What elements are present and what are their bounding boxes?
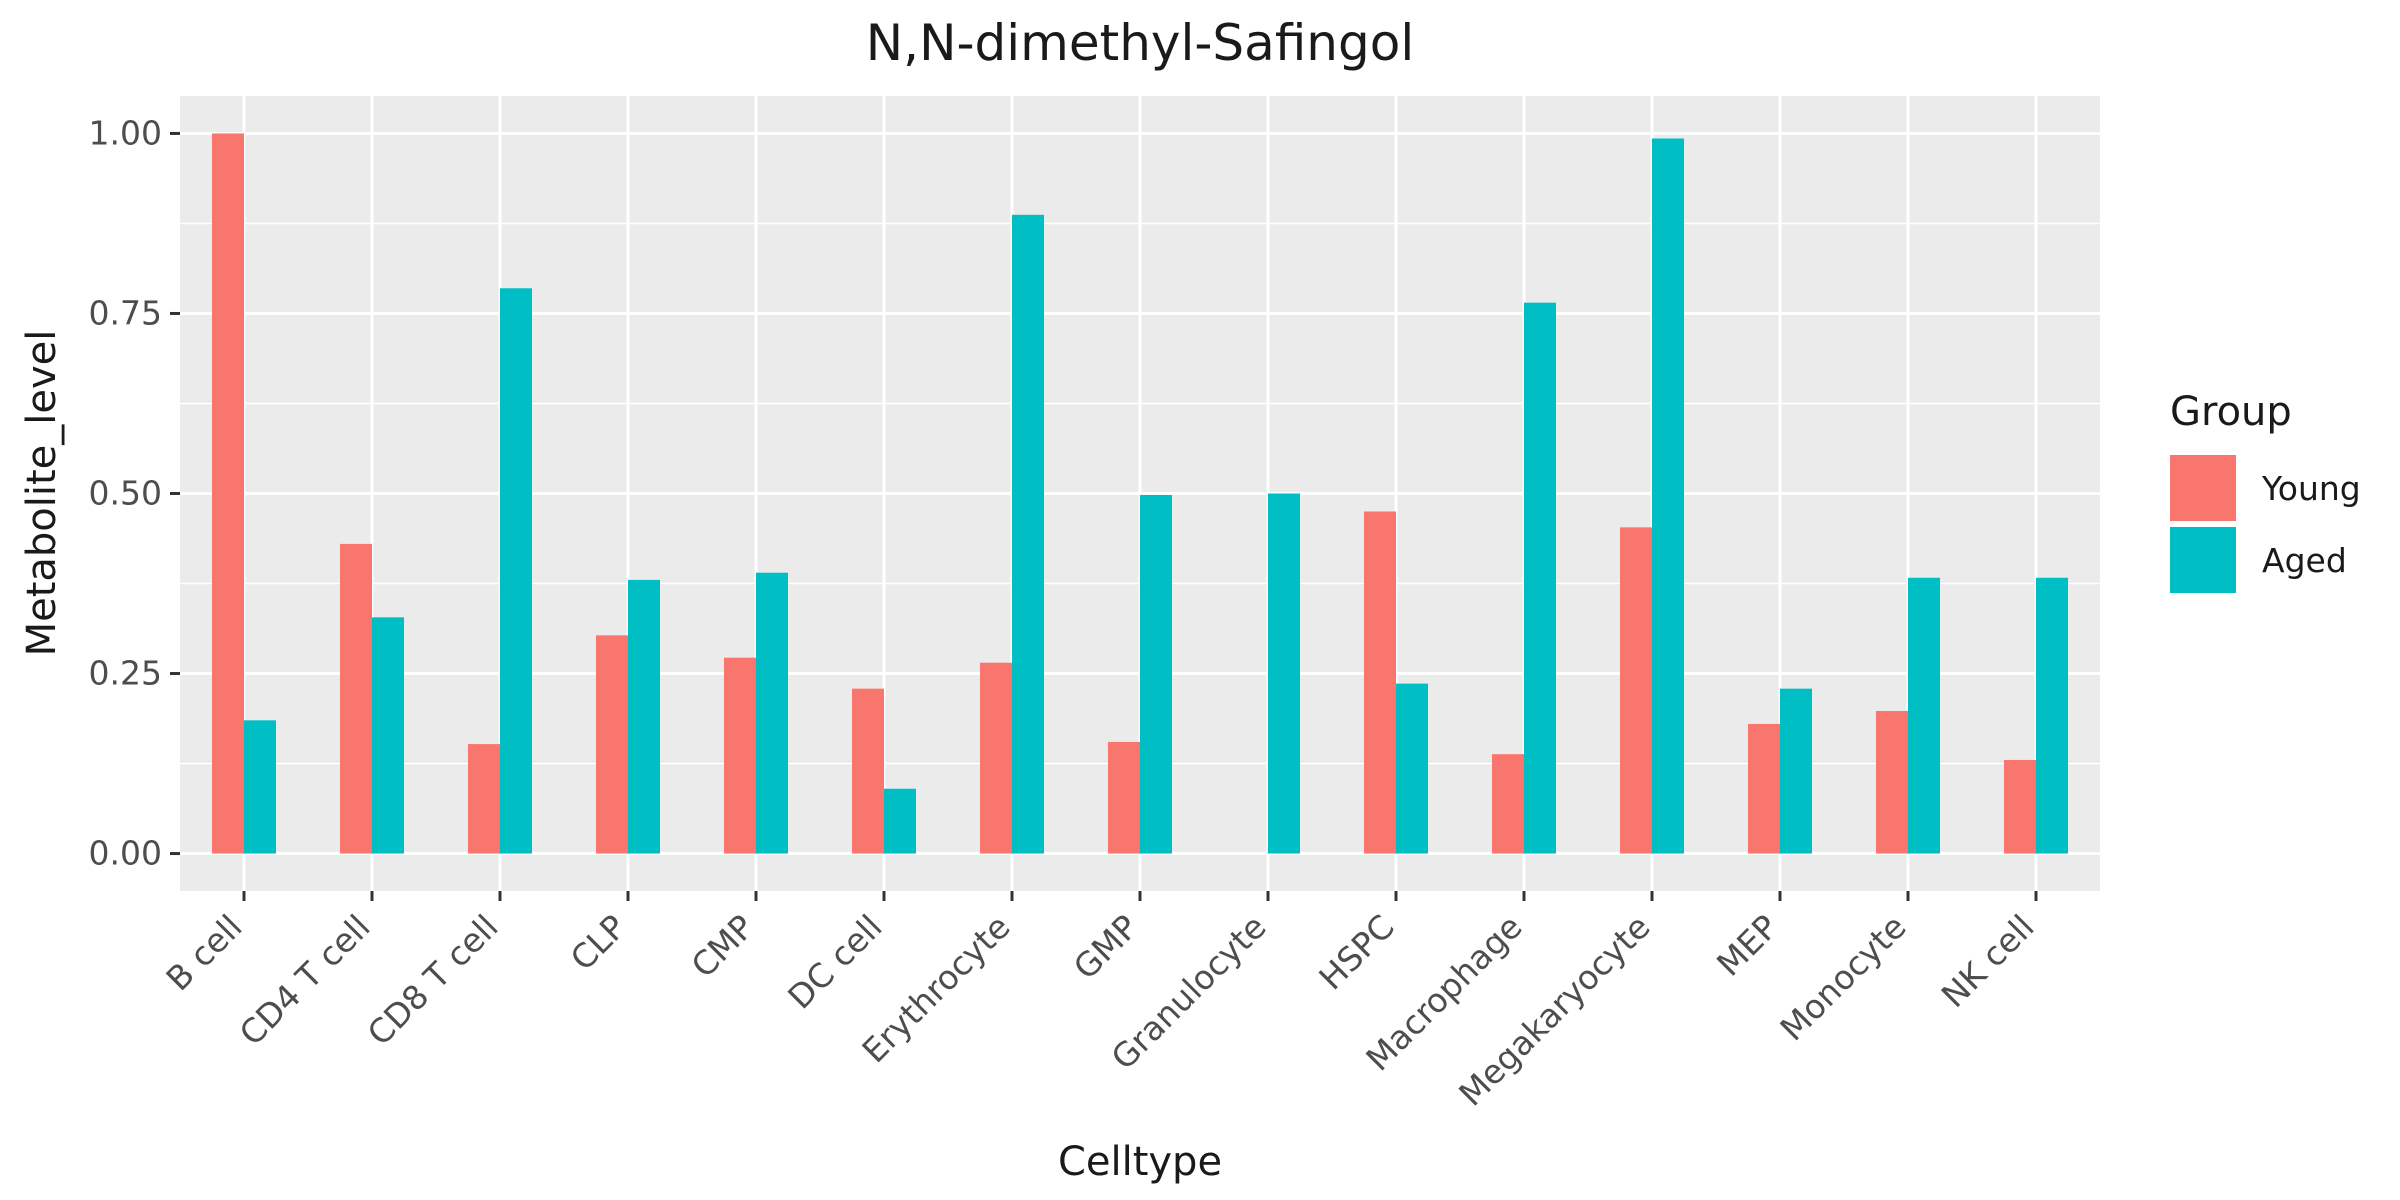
bar-young-monocyte bbox=[1876, 710, 1908, 854]
x-tick-label: CD8 T cell bbox=[360, 907, 506, 1053]
y-tick-label: 0.50 bbox=[89, 474, 162, 513]
bar-young-erythrocyte bbox=[980, 662, 1012, 854]
bar-young-cd4-t-cell bbox=[340, 543, 372, 854]
legend-title: Group bbox=[2170, 389, 2292, 435]
legend-label-young: Young bbox=[2261, 469, 2361, 508]
bars bbox=[212, 133, 2068, 854]
bar-young-megakaryocyte bbox=[1620, 527, 1652, 854]
bar-young-nk-cell bbox=[2004, 759, 2036, 854]
x-tick-label: MEP bbox=[1709, 907, 1786, 984]
bar-aged-megakaryocyte bbox=[1652, 138, 1684, 854]
bar-aged-granulocyte bbox=[1268, 493, 1300, 854]
x-tick-label: Monocyte bbox=[1772, 907, 1913, 1048]
legend-key-young bbox=[2170, 455, 2236, 521]
bar-young-mep bbox=[1748, 723, 1780, 854]
x-tick-label: DC cell bbox=[780, 907, 889, 1016]
bar-aged-dc-cell bbox=[884, 788, 916, 854]
y-tick-label: 1.00 bbox=[89, 113, 162, 152]
y-tick-label: 0.00 bbox=[89, 834, 162, 873]
bar-young-dc-cell bbox=[852, 688, 884, 854]
y-tick-label: 0.25 bbox=[89, 654, 162, 693]
x-axis-title: Celltype bbox=[1058, 1139, 1222, 1185]
x-tick-label: B cell bbox=[158, 907, 249, 998]
bar-aged-macrophage bbox=[1524, 302, 1556, 854]
y-axis: 0.00 0.25 0.50 0.75 1.00 bbox=[89, 113, 180, 873]
bar-aged-mep bbox=[1780, 688, 1812, 854]
bar-aged-cd8-t-cell bbox=[500, 288, 532, 854]
bar-aged-b-cell bbox=[244, 720, 276, 854]
bar-young-b-cell bbox=[212, 133, 244, 854]
bar-young-hspc bbox=[1364, 511, 1396, 854]
y-tick-label: 0.75 bbox=[89, 293, 162, 332]
legend-label-aged: Aged bbox=[2262, 541, 2347, 580]
bar-young-clp bbox=[596, 635, 628, 854]
bar-young-macrophage bbox=[1492, 754, 1524, 854]
bar-aged-nk-cell bbox=[2036, 577, 2068, 854]
bar-young-cmp bbox=[724, 657, 756, 854]
bar-aged-erythrocyte bbox=[1012, 214, 1044, 854]
bar-aged-cd4-t-cell bbox=[372, 617, 404, 854]
bar-aged-monocyte bbox=[1908, 577, 1940, 854]
y-axis-title: Metabolite_level bbox=[19, 330, 65, 657]
bar-aged-hspc bbox=[1396, 683, 1428, 854]
bar-young-gmp bbox=[1108, 741, 1140, 854]
x-tick-label: GMP bbox=[1066, 907, 1146, 987]
x-tick-label: NK cell bbox=[1934, 907, 2042, 1015]
bar-young-cd8-t-cell bbox=[468, 744, 500, 854]
x-tick-label: HSPC bbox=[1311, 907, 1401, 997]
bar-aged-clp bbox=[628, 579, 660, 854]
bar-aged-cmp bbox=[756, 572, 788, 854]
legend: Group Young Aged bbox=[2170, 389, 2361, 593]
x-tick-label: CLP bbox=[563, 907, 634, 978]
x-tick-label: CD4 T cell bbox=[232, 907, 378, 1053]
bar-aged-gmp bbox=[1140, 494, 1172, 854]
legend-key-aged bbox=[2170, 527, 2236, 593]
x-tick-label: CMP bbox=[684, 907, 762, 985]
chart-title: N,N-dimethyl-Safingol bbox=[866, 14, 1414, 72]
